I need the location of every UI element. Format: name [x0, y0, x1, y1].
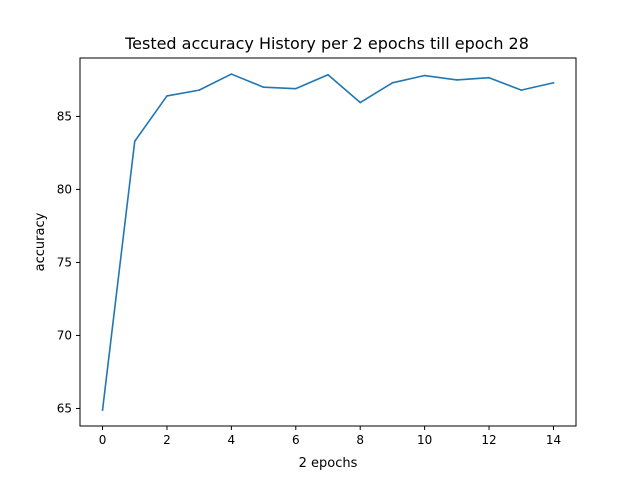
y-axis-label: accuracy: [33, 212, 48, 271]
data-point: [391, 82, 394, 84]
x-axis-ticks: 0 2 4 6 8 10 12 14: [99, 426, 561, 447]
x-axis-label: 2 epochs: [299, 456, 358, 471]
plot-area: 0 2 4 6 8 10 12 14 65 70 75 80 85: [57, 57, 577, 447]
data-point: [230, 73, 233, 75]
data-point: [166, 95, 168, 97]
x-tick-label: 0: [99, 433, 107, 447]
y-axis-ticks: 65 70 75 80 85: [57, 109, 80, 415]
data-point: [520, 89, 523, 91]
x-tick-label: 8: [356, 433, 364, 447]
chart-title: Tested accuracy History per 2 epochs til…: [124, 34, 529, 53]
data-point: [423, 74, 426, 77]
y-tick-label: 70: [57, 328, 72, 342]
data-point: [101, 409, 104, 411]
data-point: [198, 89, 200, 91]
data-point: [262, 86, 265, 89]
x-tick-label: 10: [417, 433, 432, 447]
x-tick-label: 6: [292, 433, 300, 447]
x-tick-label: 2: [163, 433, 171, 447]
y-tick-label: 65: [57, 401, 72, 415]
x-tick-label: 14: [546, 433, 561, 447]
y-tick-label: 75: [57, 255, 72, 269]
data-point: [327, 73, 329, 76]
data-point: [359, 101, 362, 104]
data-point: [488, 76, 490, 79]
y-tick-label: 80: [57, 182, 72, 196]
axes-frame: [79, 57, 577, 427]
x-tick-label: 12: [481, 433, 496, 447]
y-tick-label: 85: [57, 109, 72, 123]
data-point: [552, 82, 555, 84]
series-layer: [101, 73, 555, 411]
data-point: [456, 79, 458, 81]
x-tick-label: 4: [228, 433, 236, 447]
data-point: [294, 87, 297, 90]
data-point: [133, 140, 136, 143]
